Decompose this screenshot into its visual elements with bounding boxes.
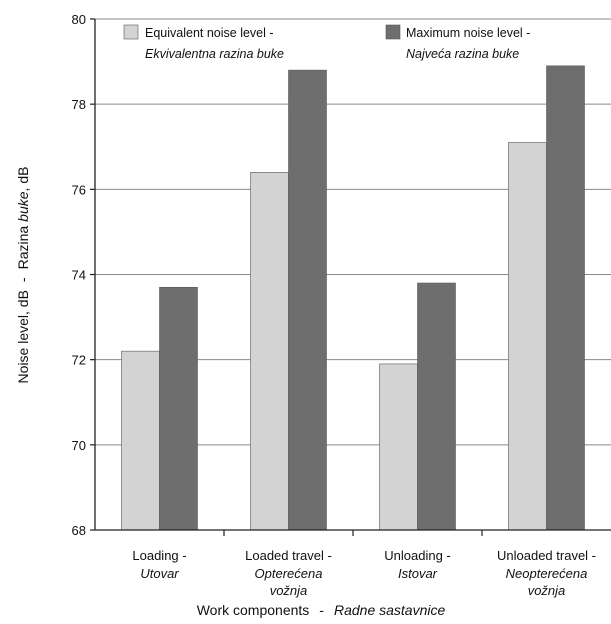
legend-swatch-maximum bbox=[385, 24, 401, 40]
x-category-label-hr-0-0: Utovar bbox=[140, 566, 179, 581]
x-axis-title-en: Work components bbox=[197, 602, 310, 618]
bar-equivalent-3 bbox=[508, 142, 547, 531]
legend-label-maximum-en: Maximum noise level - bbox=[406, 26, 530, 40]
y-tick-label-72: 72 bbox=[72, 353, 86, 368]
bar-maximum-1 bbox=[288, 69, 327, 531]
y-tick-label-76: 76 bbox=[72, 182, 86, 197]
y-axis-title-en: Noise level, dB bbox=[15, 290, 31, 383]
legend-label-equivalent-hr: Ekvivalentna razina buke bbox=[145, 47, 284, 61]
x-category-labels: Loading - Utovar Loaded travel - Opterećena… bbox=[132, 548, 596, 598]
x-category-label-hr-3-1: vožnja bbox=[528, 583, 566, 598]
bar-equivalent-0 bbox=[121, 350, 160, 531]
legend-label-equivalent-en: Equivalent noise level - bbox=[145, 26, 274, 40]
y-tick-labels: 68 70 72 74 76 78 80 bbox=[72, 12, 86, 538]
y-axis-title: Noise level, dB - Razina buke, dB bbox=[15, 167, 31, 384]
legend-swatch-equivalent bbox=[123, 24, 139, 40]
legend-label-maximum-hr: Najveća razina buke bbox=[406, 47, 519, 61]
x-category-label-en-0: Loading - bbox=[132, 548, 186, 563]
x-axis-title-sep: - bbox=[319, 602, 324, 618]
y-axis-title-hr-2: buke bbox=[15, 191, 31, 222]
x-category-label-en-3: Unloaded travel - bbox=[497, 548, 596, 563]
svg-text:Noise level, dB-Razinabuke, dB: Noise level, dB - Razina buke, dB bbox=[15, 167, 31, 384]
y-tick-label-78: 78 bbox=[72, 97, 86, 112]
x-axis-title-hr: Radne sastavnice bbox=[334, 602, 446, 618]
x-category-label-en-1: Loaded travel - bbox=[245, 548, 332, 563]
x-axis-title: Work components - Radne sastavnice bbox=[197, 602, 446, 618]
y-tick-label-80: 80 bbox=[72, 12, 86, 27]
x-category-label-hr-1-1: vožnja bbox=[270, 583, 308, 598]
x-category-label-hr-2-0: Istovar bbox=[398, 566, 438, 581]
bars bbox=[121, 65, 585, 531]
y-axis-title-hr-3: , dB bbox=[15, 167, 31, 192]
bar-equivalent-2 bbox=[379, 363, 418, 531]
bar-maximum-0 bbox=[159, 286, 198, 531]
y-tick-label-74: 74 bbox=[72, 268, 86, 283]
bar-maximum-3 bbox=[546, 65, 585, 531]
bar-maximum-2 bbox=[417, 282, 456, 531]
axes bbox=[90, 18, 611, 536]
y-tick-label-68: 68 bbox=[72, 523, 86, 538]
legend: Equivalent noise level - Ekvivalentna ra… bbox=[123, 24, 530, 61]
x-category-label-hr-3-0: Neopterećena bbox=[506, 566, 588, 581]
y-axis-title-sep: - bbox=[15, 277, 31, 282]
y-axis-title-hr-1: Razina bbox=[15, 226, 31, 270]
svg-text:Work components-Radne sastavni: Work components - Radne sastavnice bbox=[197, 602, 446, 618]
x-category-label-en-2: Unloading - bbox=[384, 548, 451, 563]
y-tick-label-70: 70 bbox=[72, 438, 86, 453]
bar-equivalent-1 bbox=[250, 172, 289, 531]
x-category-label-hr-1-0: Opterećena bbox=[255, 566, 323, 581]
